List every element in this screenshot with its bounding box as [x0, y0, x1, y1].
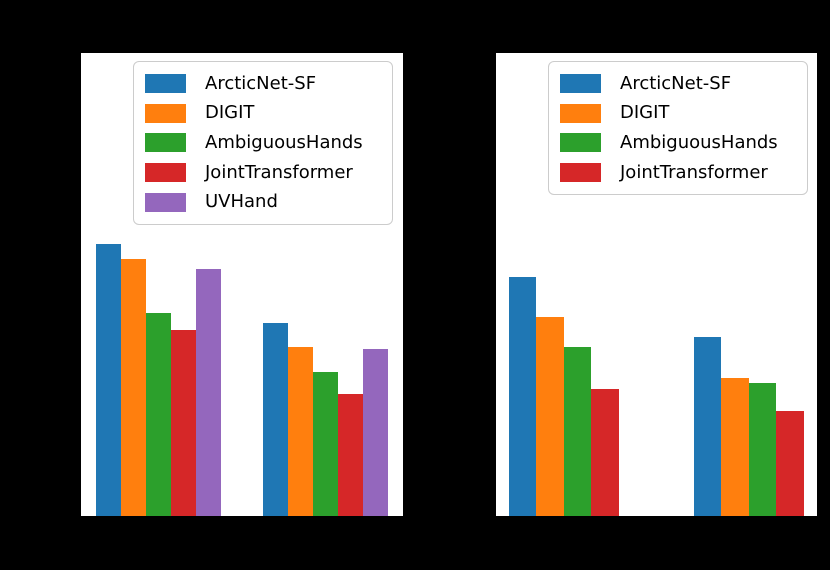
bar-jointtransformer-group2 — [338, 393, 364, 516]
right-chart-legend: ArcticNet-SF DIGIT AmbiguousHands JointT… — [548, 61, 808, 196]
legend-item: ArcticNet-SF — [134, 69, 392, 99]
legend-label: ArcticNet-SF — [205, 72, 317, 94]
legend-item: DIGIT — [134, 99, 392, 129]
legend-label: AmbiguousHands — [620, 131, 778, 153]
legend-swatch-icon — [145, 192, 186, 212]
bar-ambiguoushands-group2 — [748, 383, 777, 516]
bar-jointtransformer-group1 — [171, 329, 197, 516]
legend-item: ArcticNet-SF — [549, 69, 807, 99]
legend-swatch-icon — [560, 74, 601, 94]
bar-uvhand-group1 — [196, 269, 222, 516]
bar-digit-group2 — [287, 347, 313, 516]
legend-label: JointTransformer — [620, 161, 768, 183]
legend-swatch-icon — [560, 163, 601, 183]
legend-label: DIGIT — [620, 102, 670, 124]
legend-item: DIGIT — [549, 99, 807, 129]
legend-label: AmbiguousHands — [205, 131, 363, 153]
legend-swatch-icon — [560, 133, 601, 153]
bar-jointtransformer-group1 — [591, 389, 619, 516]
legend-swatch-icon — [145, 74, 186, 94]
legend-item: AmbiguousHands — [549, 128, 807, 158]
bar-uvhand-group2 — [363, 348, 389, 516]
bar-ambiguoushands-group1 — [145, 313, 172, 516]
bar-digit-group1 — [120, 259, 146, 516]
legend-label: DIGIT — [205, 102, 255, 124]
legend-swatch-icon — [145, 163, 186, 183]
legend-label: ArcticNet-SF — [620, 72, 732, 94]
bar-digit-group1 — [536, 316, 564, 516]
legend-item: JointTransformer — [134, 158, 392, 188]
legend-label: JointTransformer — [205, 161, 353, 183]
legend-item: UVHand — [134, 187, 392, 217]
bar-arcticnet-sf-group2 — [693, 336, 722, 516]
left-chart-bars — [81, 53, 403, 516]
left-chart-legend: ArcticNet-SF DIGIT AmbiguousHands JointT… — [133, 61, 393, 225]
bar-jointtransformer-group2 — [776, 410, 804, 516]
bar-arcticnet-sf-group2 — [262, 322, 288, 516]
bar-arcticnet-sf-group1 — [508, 277, 537, 516]
legend-swatch-icon — [145, 103, 186, 123]
bar-arcticnet-sf-group1 — [95, 244, 121, 516]
legend-item: JointTransformer — [549, 158, 807, 188]
right-chart-bars — [496, 53, 817, 516]
legend-swatch-icon — [560, 103, 601, 123]
legend-label: UVHand — [205, 191, 278, 213]
left-chart-panel: ArcticNet-SF DIGIT AmbiguousHands JointT… — [81, 53, 403, 516]
right-chart-panel: ArcticNet-SF DIGIT AmbiguousHands JointT… — [496, 53, 817, 516]
legend-swatch-icon — [145, 133, 186, 153]
bar-ambiguoushands-group2 — [312, 372, 339, 516]
legend-item: AmbiguousHands — [134, 128, 392, 158]
bar-ambiguoushands-group1 — [563, 347, 592, 516]
bar-digit-group2 — [721, 378, 749, 516]
